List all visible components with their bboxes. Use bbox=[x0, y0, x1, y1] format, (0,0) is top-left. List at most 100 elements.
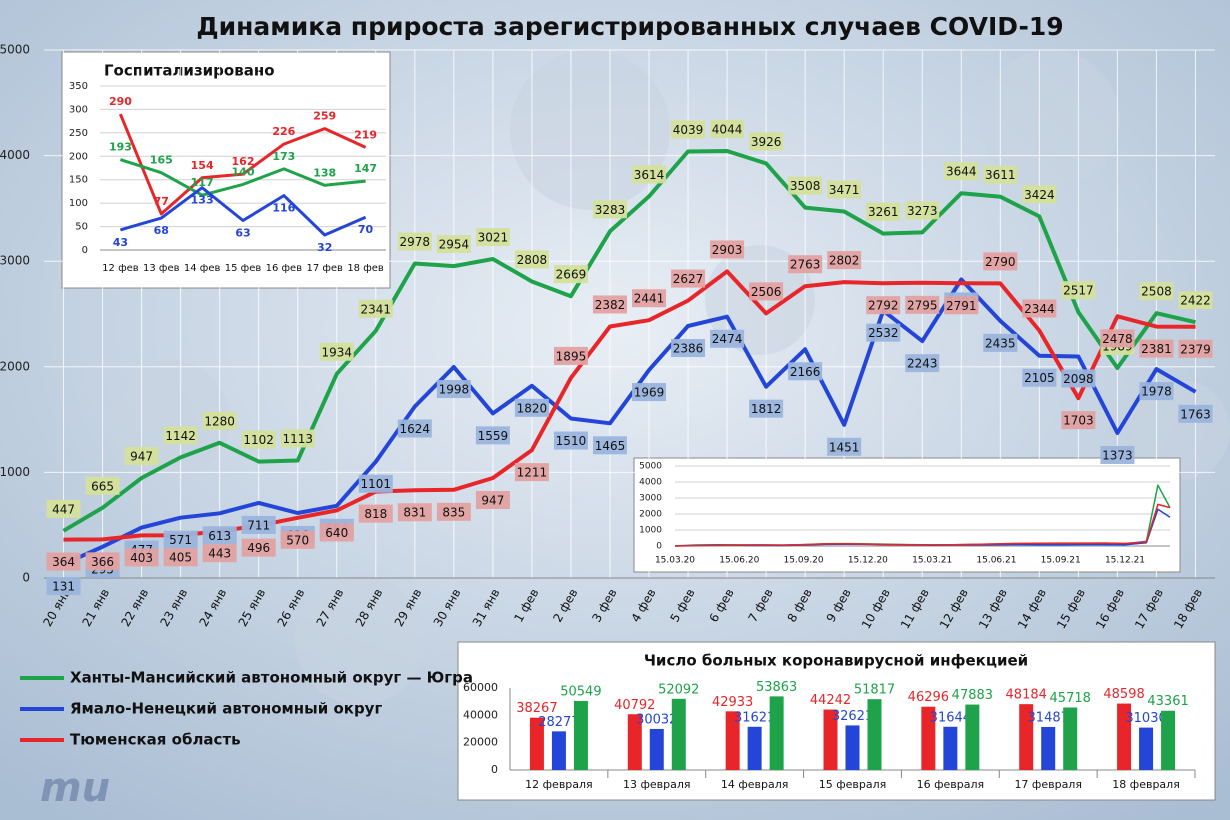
data-label: 835 bbox=[442, 505, 465, 519]
data-label: 165 bbox=[150, 154, 173, 167]
label-bg bbox=[202, 526, 237, 545]
data-label: 2790 bbox=[985, 255, 1016, 269]
data-label: 818 bbox=[364, 507, 387, 521]
label-bg bbox=[983, 165, 1018, 184]
label-bg bbox=[319, 523, 354, 542]
data-label: 3471 bbox=[829, 183, 860, 197]
y-tick-label: 4000 bbox=[0, 148, 30, 162]
data-label: 1373 bbox=[1102, 449, 1133, 463]
bar bbox=[627, 714, 642, 770]
y-tick-label: 1000 bbox=[0, 465, 30, 479]
chart-title: Динамика прироста зарегистрированных слу… bbox=[196, 12, 1063, 41]
data-label: 1934 bbox=[321, 345, 352, 359]
data-label: 154 bbox=[191, 159, 214, 172]
label-bg bbox=[710, 119, 745, 138]
label-bg bbox=[827, 180, 862, 199]
data-label: 3261 bbox=[868, 205, 899, 219]
bar bbox=[1041, 726, 1056, 770]
label-bg bbox=[827, 437, 862, 456]
data-label: 1820 bbox=[517, 401, 548, 415]
data-label: 2508 bbox=[1141, 285, 1172, 299]
data-label: 2517 bbox=[1063, 284, 1094, 298]
data-label: 403 bbox=[130, 551, 153, 565]
x-tick-label: 15.09.21 bbox=[1041, 556, 1081, 566]
data-label: 2381 bbox=[1141, 342, 1172, 356]
label-bg bbox=[632, 165, 667, 184]
label-bg bbox=[632, 383, 667, 402]
bar bbox=[823, 709, 838, 770]
data-label: 43361 bbox=[1147, 694, 1188, 709]
label-bg bbox=[1139, 282, 1174, 301]
x-tick-label: 15.06.21 bbox=[976, 556, 1016, 566]
data-label: 2978 bbox=[400, 235, 431, 249]
y-tick-label: 5000 bbox=[0, 43, 30, 57]
label-bg bbox=[866, 296, 901, 315]
data-label: 2903 bbox=[712, 243, 743, 257]
label-bg bbox=[905, 354, 940, 373]
label-bg bbox=[475, 426, 510, 445]
label-bg bbox=[1022, 299, 1057, 318]
label-bg bbox=[983, 252, 1018, 271]
data-label: 32621 bbox=[832, 709, 873, 724]
data-label: 226 bbox=[272, 125, 295, 138]
data-label: 1812 bbox=[751, 402, 782, 416]
data-label: 147 bbox=[354, 162, 377, 175]
label-bg bbox=[241, 515, 276, 534]
data-label: 2791 bbox=[946, 299, 977, 313]
label-bg bbox=[124, 446, 159, 465]
label-bg bbox=[436, 502, 471, 521]
data-label: 68 bbox=[154, 224, 169, 237]
label-bg bbox=[397, 232, 432, 251]
data-label: 2422 bbox=[1180, 294, 1211, 308]
data-label: 138 bbox=[313, 166, 336, 179]
data-label: 259 bbox=[313, 110, 336, 123]
y-tick-label: 50 bbox=[75, 222, 88, 233]
x-tick-label: 13 февраля bbox=[623, 778, 691, 791]
data-label: 1451 bbox=[829, 440, 860, 454]
data-label: 447 bbox=[52, 502, 75, 516]
label-bg bbox=[514, 250, 549, 269]
label-bg bbox=[1100, 446, 1135, 465]
inset-panel bbox=[61, 51, 391, 289]
label-bg bbox=[1022, 368, 1057, 387]
x-tick-label: 17 фев bbox=[306, 263, 343, 274]
label-bg bbox=[1061, 369, 1096, 388]
label-bg bbox=[553, 431, 588, 450]
data-label: 4044 bbox=[712, 122, 743, 136]
bar bbox=[845, 725, 860, 770]
label-bg bbox=[671, 339, 706, 358]
label-bg bbox=[944, 162, 979, 181]
bar bbox=[1161, 710, 1176, 770]
label-bg bbox=[436, 235, 471, 254]
data-label: 1895 bbox=[556, 349, 587, 363]
data-label: 51817 bbox=[854, 683, 895, 698]
label-bg bbox=[241, 430, 276, 449]
x-tick-label: 12 февраля bbox=[525, 778, 593, 791]
data-label: 496 bbox=[247, 541, 270, 555]
bar bbox=[1063, 707, 1078, 770]
y-tick-label: 2000 bbox=[639, 510, 662, 520]
logo: mu bbox=[40, 765, 110, 811]
x-tick-label: 13 фев bbox=[143, 263, 180, 274]
data-label: 1280 bbox=[204, 414, 235, 428]
data-label: 2243 bbox=[907, 357, 938, 371]
data-label: 1211 bbox=[517, 466, 548, 480]
y-tick-label: 20000 bbox=[463, 736, 498, 749]
data-label: 1978 bbox=[1141, 385, 1172, 399]
label-bg bbox=[905, 295, 940, 314]
y-tick-label: 300 bbox=[69, 104, 88, 115]
data-label: 2627 bbox=[673, 272, 704, 286]
data-label: 53863 bbox=[756, 680, 797, 695]
data-label: 3273 bbox=[907, 204, 938, 218]
label-bg bbox=[358, 504, 393, 523]
data-label: 3021 bbox=[478, 230, 509, 244]
series-line bbox=[62, 149, 1196, 533]
data-label: 1998 bbox=[439, 383, 470, 397]
label-bg bbox=[1100, 329, 1135, 348]
data-label: 2532 bbox=[868, 326, 899, 340]
y-tick-label: 40000 bbox=[463, 708, 498, 721]
label-bg bbox=[592, 295, 627, 314]
data-label: 1510 bbox=[556, 434, 587, 448]
label-bg bbox=[280, 429, 315, 448]
data-label: 570 bbox=[286, 533, 309, 547]
